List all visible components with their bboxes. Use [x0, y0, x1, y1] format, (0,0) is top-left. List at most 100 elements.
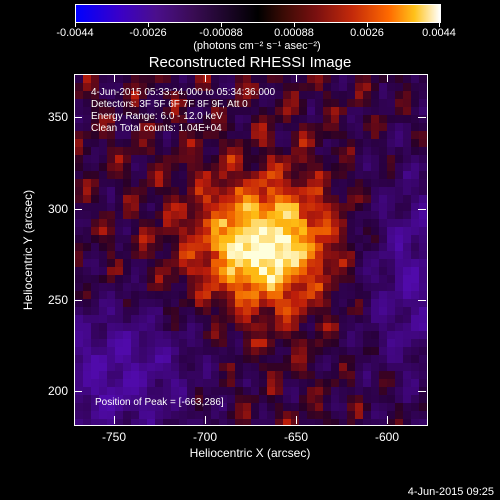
image-pixel: [91, 395, 99, 403]
image-pixel: [371, 99, 379, 107]
image-pixel: [395, 243, 403, 251]
image-pixel: [163, 259, 171, 267]
image-pixel: [315, 163, 323, 171]
image-pixel: [163, 243, 171, 251]
image-pixel: [155, 147, 163, 155]
image-pixel: [203, 203, 211, 211]
image-pixel: [387, 283, 395, 291]
image-pixel: [291, 91, 299, 99]
image-pixel: [403, 195, 411, 203]
image-pixel: [403, 139, 411, 147]
image-pixel: [387, 395, 395, 403]
image-pixel: [203, 371, 211, 379]
image-pixel: [163, 75, 171, 83]
image-pixel: [147, 195, 155, 203]
image-pixel: [379, 371, 387, 379]
image-pixel: [147, 75, 155, 83]
image-pixel: [123, 403, 131, 411]
image-pixel: [315, 131, 323, 139]
image-pixel: [395, 227, 403, 235]
image-pixel: [283, 107, 291, 115]
image-pixel: [331, 251, 339, 259]
image-pixel: [355, 203, 363, 211]
image-pixel: [219, 195, 227, 203]
image-pixel: [267, 331, 275, 339]
image-pixel: [219, 371, 227, 379]
image-pixel: [331, 259, 339, 267]
image-pixel: [139, 387, 147, 395]
image-pixel: [251, 203, 259, 211]
image-pixel: [211, 123, 219, 131]
image-pixel: [355, 419, 363, 425]
image-pixel: [107, 123, 115, 131]
image-pixel: [419, 107, 427, 115]
image-pixel: [211, 147, 219, 155]
image-pixel: [251, 187, 259, 195]
image-pixel: [275, 163, 283, 171]
image-pixel: [179, 123, 187, 131]
image-pixel: [267, 355, 275, 363]
image-pixel: [387, 419, 395, 425]
image-pixel: [227, 83, 235, 91]
image-pixel: [307, 355, 315, 363]
image-pixel: [203, 139, 211, 147]
image-pixel: [75, 395, 83, 403]
image-pixel: [211, 203, 219, 211]
x-tick-label: -750: [101, 430, 127, 444]
image-pixel: [243, 291, 251, 299]
image-pixel: [123, 291, 131, 299]
image-pixel: [203, 83, 211, 91]
image-pixel: [211, 331, 219, 339]
image-pixel: [315, 227, 323, 235]
image-pixel: [107, 235, 115, 243]
image-pixel: [387, 155, 395, 163]
image-pixel: [307, 187, 315, 195]
image-pixel: [219, 411, 227, 419]
image-pixel: [99, 251, 107, 259]
image-pixel: [123, 243, 131, 251]
image-pixel: [147, 259, 155, 267]
image-pixel: [75, 251, 83, 259]
image-pixel: [83, 179, 91, 187]
image-pixel: [123, 387, 131, 395]
image-pixel: [299, 291, 307, 299]
image-pixel: [91, 283, 99, 291]
image-pixel: [99, 219, 107, 227]
image-pixel: [75, 411, 83, 419]
image-pixel: [323, 131, 331, 139]
image-pixel: [299, 259, 307, 267]
image-pixel: [219, 187, 227, 195]
image-pixel: [251, 99, 259, 107]
image-pixel: [243, 203, 251, 211]
image-pixel: [83, 371, 91, 379]
image-pixel: [171, 403, 179, 411]
image-pixel: [147, 219, 155, 227]
image-pixel: [291, 139, 299, 147]
image-pixel: [115, 163, 123, 171]
image-pixel: [267, 91, 275, 99]
image-pixel: [315, 235, 323, 243]
image-pixel: [379, 339, 387, 347]
image-pixel: [235, 235, 243, 243]
image-pixel: [339, 283, 347, 291]
image-pixel: [187, 139, 195, 147]
image-pixel: [123, 419, 131, 425]
image-pixel: [355, 283, 363, 291]
image-pixel: [395, 115, 403, 123]
image-pixel: [387, 139, 395, 147]
image-pixel: [139, 411, 147, 419]
image-pixel: [179, 307, 187, 315]
image-pixel: [155, 259, 163, 267]
image-pixel: [211, 363, 219, 371]
image-pixel: [91, 195, 99, 203]
image-pixel: [195, 131, 203, 139]
image-pixel: [171, 307, 179, 315]
image-pixel: [211, 75, 219, 83]
image-pixel: [347, 323, 355, 331]
image-pixel: [323, 363, 331, 371]
image-pixel: [219, 363, 227, 371]
image-pixel: [187, 411, 195, 419]
image-pixel: [323, 211, 331, 219]
image-pixel: [395, 299, 403, 307]
image-pixel: [179, 251, 187, 259]
